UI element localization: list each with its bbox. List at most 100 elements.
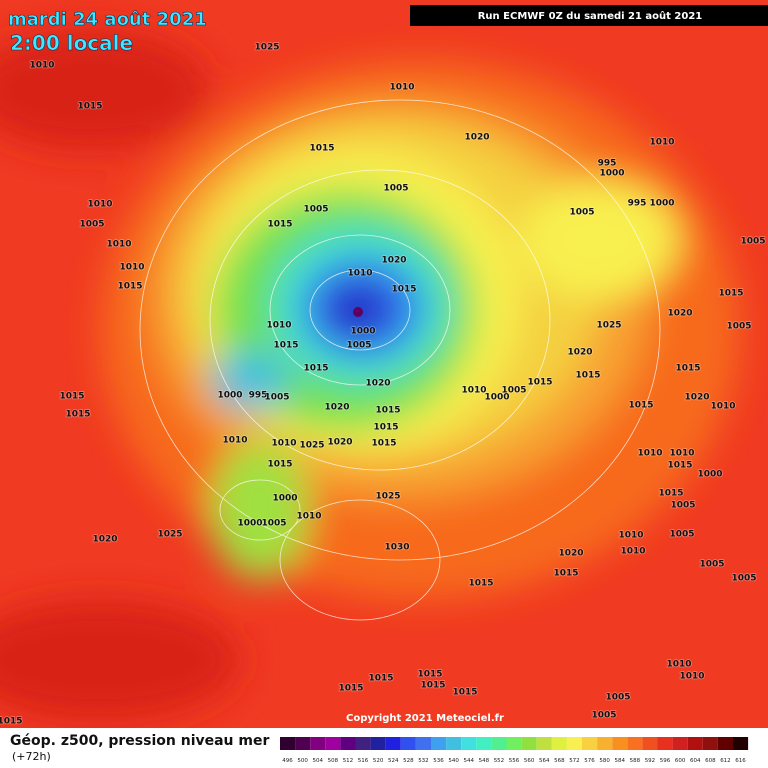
isobar-label: 1015 [667,461,692,471]
copyright: Copyright 2021 Meteociel.fr [346,713,504,724]
colorbar-cell [642,737,658,750]
colorbar-label: 576 [584,758,595,764]
isobar-label: 995 [249,391,268,401]
colorbar-label: 540 [448,758,459,764]
isobar-label: 1015 [391,285,416,295]
isobar-label: 1010 [666,660,691,670]
isobar-label: 1020 [365,379,390,389]
colorbar-label: 500 [297,758,308,764]
isobar-label: 1010 [29,61,54,71]
colorbar-cell [597,737,613,750]
colorbar-label: 512 [343,758,354,764]
lead-time: (+72h) [12,750,51,763]
isobar-label: 1015 [338,684,363,694]
colorbar-label: 508 [328,758,339,764]
isobar-label: 1005 [501,386,526,396]
isobar-label: 1015 [303,364,328,374]
colorbar-label: 536 [433,758,444,764]
isobar-label: 1025 [254,43,279,53]
field [0,0,768,728]
colorbar-cell [415,737,431,750]
colorbar-cell [536,737,552,750]
isobar-label: 1015 [468,579,493,589]
isobar-label: 1010 [271,439,296,449]
colorbar-label: 616 [735,758,746,764]
isobar-label: 1015 [373,423,398,433]
isobar-label: 1005 [346,341,371,351]
isobar-labels: 1025101010151010102010151010995100010051… [0,42,766,728]
isobar-label: 1015 [628,401,653,411]
isobar-label: 1005 [383,184,408,194]
isobar-label: 1010 [222,436,247,446]
run-box [410,5,768,26]
isobar-label: 1000 [237,519,262,529]
isobar-label: 1020 [381,256,406,266]
isobar-label: 1025 [375,492,400,502]
colorbar-cell [687,737,703,750]
colorbar-label: 596 [660,758,671,764]
colorbar-cell [295,737,311,750]
colorbar-cell [491,737,507,750]
isobar-label: 1010 [669,449,694,459]
colorbar-cell [476,737,492,750]
colorbar-label: 496 [282,758,293,764]
colorbar-cell [612,737,628,750]
isobar-label: 1015 [267,460,292,470]
colorbar-label: 532 [418,758,429,764]
isobar-label: 1005 [264,393,289,403]
isobar-label: 1000 [599,169,624,179]
isobar-label: 1010 [266,321,291,331]
isobar-label: 1020 [558,549,583,559]
isobar-label: 1015 [375,406,400,416]
colorbar-label: 516 [358,758,369,764]
isobar-label: 1030 [384,543,409,553]
isobar-label: 1015 [718,289,743,299]
isobar-label: 1005 [79,220,104,230]
isobar-label: 1005 [591,711,616,721]
isobar-label: 1015 [273,341,298,351]
isobar-label: 1005 [605,693,630,703]
isobar-label: 1005 [303,205,328,215]
isobar-label: 995 [628,199,647,209]
colorbar-cell [657,737,673,750]
isobar-label: 1020 [567,348,592,358]
colorbar-cell [506,737,522,750]
isobar-label: 1020 [324,403,349,413]
isobar-label: 1010 [106,240,131,250]
colorbar-cell [733,737,749,750]
time: 2:00 locale [10,31,133,55]
isobars [139,99,661,621]
colorbar-label: 592 [645,758,656,764]
isobar-label: 1010 [296,512,321,522]
isobar-label: 1010 [679,672,704,682]
colorbar-label: 544 [464,758,475,764]
isobar-label: 1020 [92,535,117,545]
date: mardi 24 août 2021 [8,9,207,30]
isobar-label: 1000 [484,393,509,403]
colorbar-cell [310,737,326,750]
isobar-label: 1010 [389,83,414,93]
isobar-label: 1020 [327,438,352,448]
legend-title: Géop. z500, pression niveau mer [10,733,269,749]
colorbar-label: 560 [524,758,535,764]
isobar-label: 1025 [157,530,182,540]
colorbar-cell [566,737,582,750]
isobar-label: 1010 [461,386,486,396]
colorbar-cell [627,737,643,750]
isobar-label: 1020 [667,309,692,319]
colorbar-cell [385,737,401,750]
isobar-label: 1015 [420,681,445,691]
isobar-label: 1010 [87,200,112,210]
isobar-label: 1015 [77,102,102,112]
isobar-label: 1015 [658,489,683,499]
colorbar-label: 564 [539,758,550,764]
isobar-label: 1005 [726,322,751,332]
isobar-label: 1010 [347,269,372,279]
colorbar-label: 608 [705,758,716,764]
colorbar-label: 568 [554,758,565,764]
isobar-label: 1015 [267,220,292,230]
colorbar-label: 504 [313,758,324,764]
isobar-label: 1015 [59,392,84,402]
colorbar-cell [280,737,296,750]
